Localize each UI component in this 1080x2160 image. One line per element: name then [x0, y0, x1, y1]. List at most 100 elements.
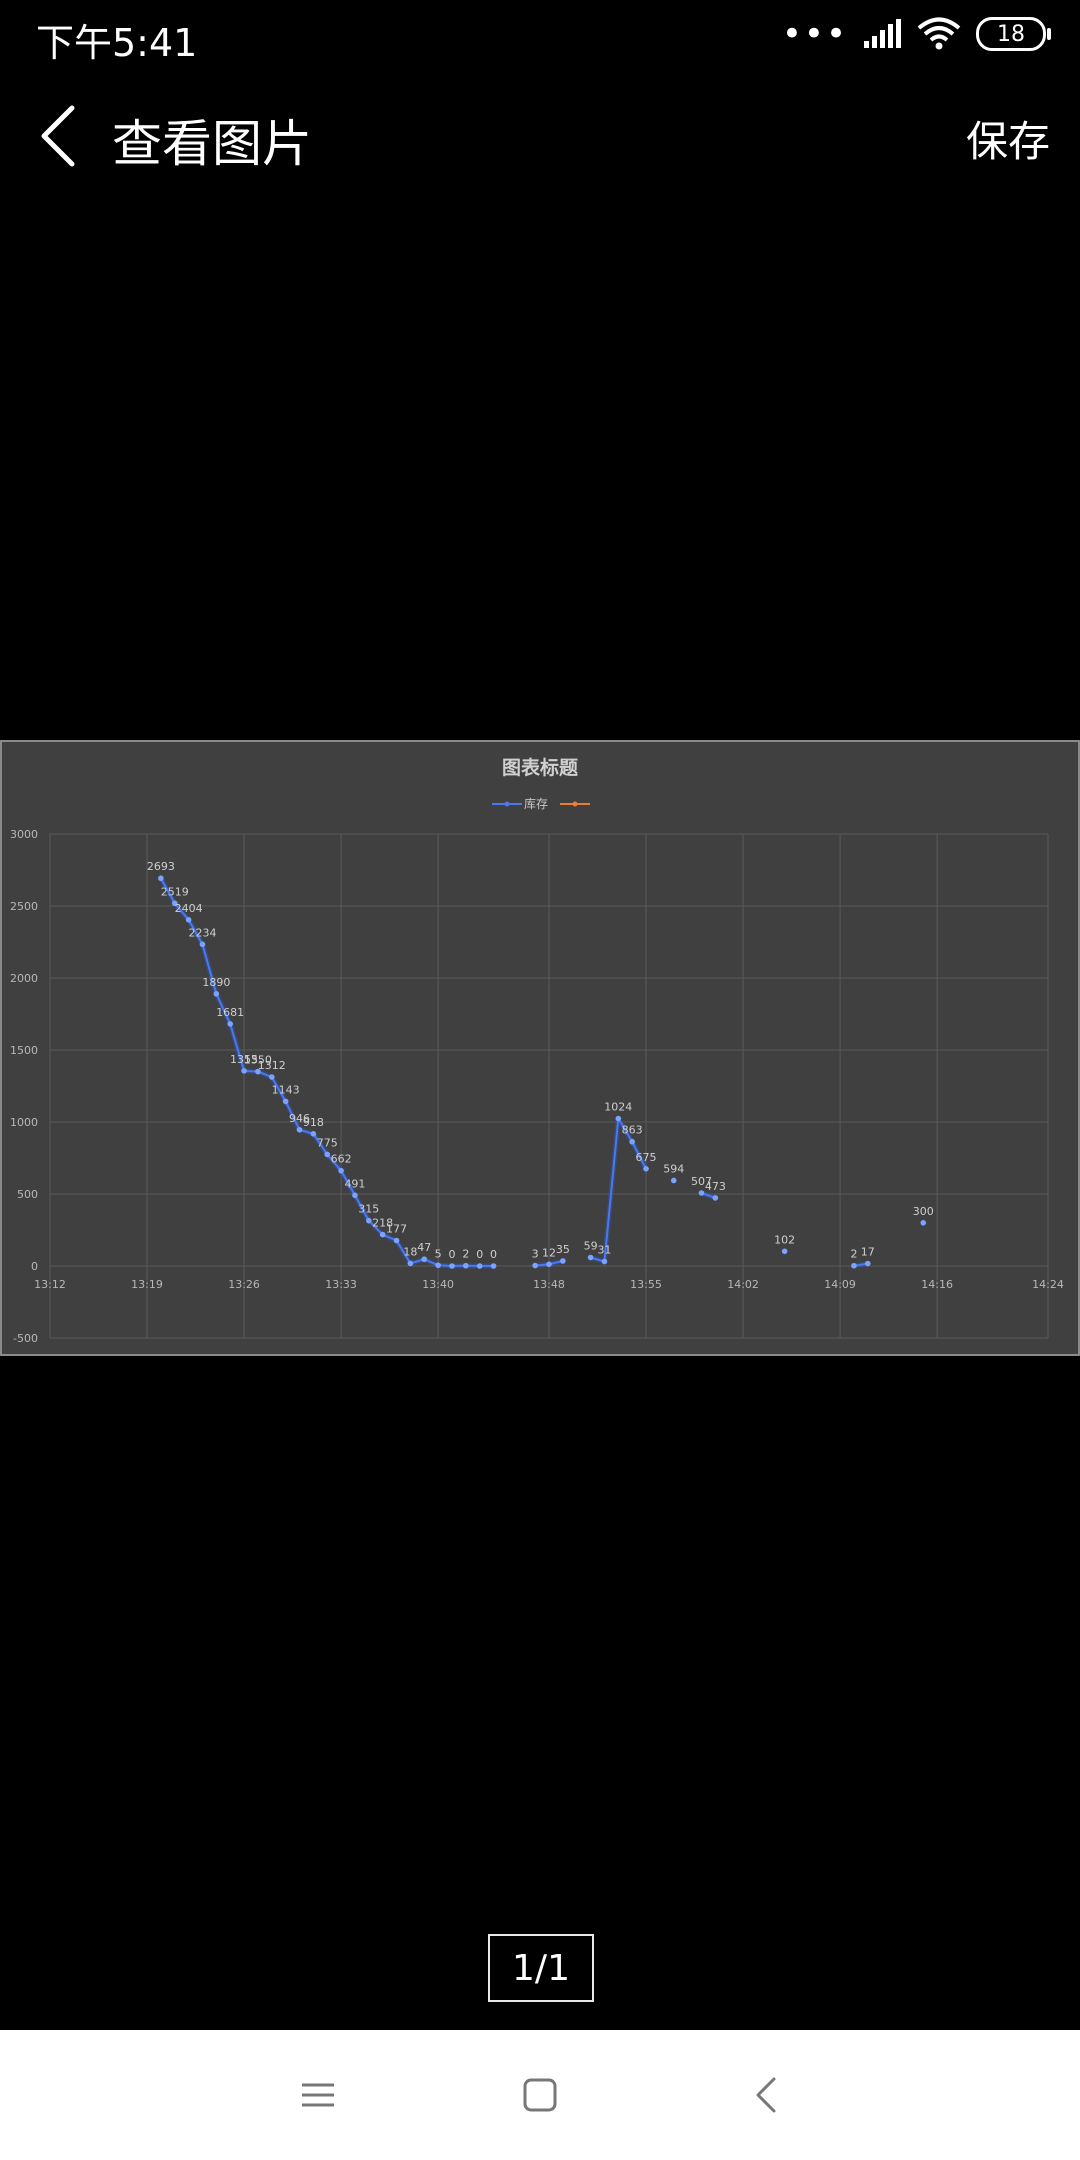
- page-title: 查看图片: [112, 115, 312, 173]
- data-point: [213, 991, 220, 997]
- legend-marker-series-2: [572, 801, 578, 807]
- data-point: [199, 941, 206, 948]
- y-tick-label: 2000: [10, 972, 38, 985]
- battery-level: 18: [997, 21, 1025, 47]
- data-point: [255, 1068, 261, 1075]
- menu-icon: [302, 2083, 334, 2107]
- data-point: [241, 1068, 247, 1074]
- data-label: 1890: [202, 976, 230, 989]
- data-point: [435, 1262, 441, 1269]
- data-point: [268, 1074, 275, 1080]
- data-point: [185, 917, 192, 923]
- series-points: [158, 875, 927, 1269]
- save-button[interactable]: 保存: [965, 117, 1050, 166]
- data-label: 5: [435, 1247, 442, 1260]
- data-point: [698, 1190, 705, 1196]
- data-point: [379, 1231, 386, 1238]
- y-tick-label: 1000: [10, 1116, 38, 1129]
- x-tick-label: 13:55: [630, 1278, 662, 1291]
- data-label: 662: [331, 1153, 352, 1166]
- data-label: 918: [303, 1116, 324, 1129]
- data-point: [490, 1263, 497, 1269]
- data-point: [463, 1262, 469, 1269]
- legend-marker-stock: [504, 801, 510, 807]
- data-point: [920, 1220, 927, 1226]
- data-point: [158, 875, 164, 882]
- y-tick-label: 3000: [10, 828, 38, 841]
- data-point: [615, 1115, 622, 1122]
- x-tick-label: 13:40: [422, 1278, 454, 1291]
- data-point: [324, 1151, 331, 1158]
- data-label: 2404: [175, 902, 203, 915]
- back-button[interactable]: [30, 96, 100, 176]
- chart-image[interactable]: 图表标题 库存 -500 0 500 1000 1500 2000 2500 3000 13:…: [0, 740, 1080, 1356]
- data-label: 1350: [244, 1054, 272, 1067]
- battery-icon: 18: [976, 17, 1051, 51]
- data-point: [643, 1166, 649, 1172]
- data-point: [587, 1254, 594, 1261]
- data-label: 177: [386, 1223, 407, 1236]
- data-label: 3: [532, 1248, 539, 1261]
- app-bar: 查看图片 保存: [0, 80, 1080, 190]
- menu-button[interactable]: [288, 2065, 348, 2125]
- data-point: [476, 1263, 483, 1269]
- data-label: 2: [850, 1248, 857, 1261]
- data-point: [532, 1262, 538, 1269]
- data-point: [601, 1258, 608, 1265]
- data-label: 2234: [188, 926, 216, 939]
- data-point: [851, 1262, 857, 1269]
- data-label: 1024: [604, 1101, 632, 1114]
- x-tick-label: 13:26: [228, 1278, 260, 1291]
- data-label: 102: [774, 1233, 795, 1246]
- x-tick-label: 14:16: [921, 1278, 953, 1291]
- page-counter: 1/1: [488, 1934, 594, 2002]
- data-label: 35: [556, 1243, 570, 1256]
- data-point: [560, 1258, 566, 1264]
- signal-icon: [864, 19, 901, 48]
- data-label: 300: [913, 1205, 934, 1218]
- home-icon: [523, 2078, 557, 2112]
- x-tick-label: 13:12: [34, 1278, 66, 1291]
- data-point: [352, 1192, 358, 1199]
- data-label: 1355: [230, 1053, 258, 1066]
- data-point: [393, 1237, 400, 1244]
- data-point: [670, 1177, 677, 1184]
- data-point: [546, 1261, 552, 1268]
- data-point: [421, 1256, 428, 1263]
- data-point: [629, 1138, 635, 1145]
- data-point: [171, 900, 178, 907]
- back-icon: [756, 2077, 776, 2113]
- more-dots-icon: •••: [781, 14, 848, 54]
- data-label: 17: [861, 1246, 875, 1259]
- data-point: [781, 1248, 788, 1255]
- data-label: 1143: [272, 1083, 300, 1096]
- y-tick-label: -500: [13, 1332, 38, 1345]
- x-tick-label: 14:24: [1032, 1278, 1064, 1291]
- data-label: 1681: [216, 1006, 244, 1019]
- data-label: 59: [584, 1240, 598, 1253]
- x-tick-label: 13:19: [131, 1278, 163, 1291]
- data-point: [296, 1126, 303, 1133]
- wifi-icon: [917, 17, 961, 50]
- data-label: 2: [462, 1248, 469, 1261]
- data-point: [338, 1167, 344, 1174]
- y-tick-label: 1500: [10, 1044, 38, 1057]
- data-label: 2519: [161, 885, 189, 898]
- y-axis-ticks: -500 0 500 1000 1500 2000 2500 3000: [10, 828, 38, 1345]
- data-label: 946: [289, 1112, 310, 1125]
- nav-back-button[interactable]: [738, 2065, 798, 2125]
- data-label: 473: [705, 1180, 726, 1193]
- data-label: 863: [622, 1124, 643, 1137]
- home-button[interactable]: [510, 2065, 570, 2125]
- page-counter-text: 1/1: [512, 1947, 570, 1989]
- data-point: [366, 1217, 372, 1224]
- data-label: 0: [490, 1248, 497, 1261]
- data-label: 218: [372, 1217, 393, 1230]
- status-bar: 下午5:41 ••• 18: [0, 0, 1080, 70]
- x-tick-label: 14:02: [727, 1278, 759, 1291]
- y-tick-label: 2500: [10, 900, 38, 913]
- data-label: 491: [344, 1177, 365, 1190]
- data-label: 2693: [147, 860, 175, 873]
